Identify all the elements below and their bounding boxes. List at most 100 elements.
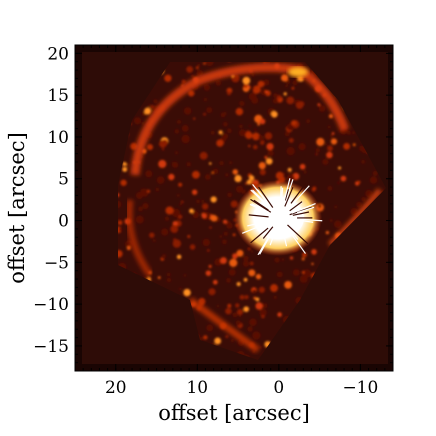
emission-speckle bbox=[252, 289, 257, 294]
emission-speckle bbox=[243, 277, 248, 282]
emission-speckle bbox=[234, 174, 242, 183]
emission-speckle bbox=[210, 130, 215, 135]
emission-speckle bbox=[251, 73, 255, 77]
emission-speckle bbox=[232, 253, 238, 259]
emission-speckle bbox=[252, 85, 261, 94]
emission-speckle bbox=[161, 139, 168, 146]
core-streak bbox=[290, 182, 307, 204]
emission-speckle bbox=[357, 180, 361, 184]
emission-speckle bbox=[254, 128, 257, 131]
emission-speckle bbox=[161, 228, 169, 236]
emission-speckle bbox=[289, 256, 294, 260]
emission-speckle bbox=[227, 192, 232, 198]
core-streak bbox=[247, 220, 270, 227]
core-streak bbox=[284, 179, 294, 204]
emission-speckle bbox=[227, 91, 231, 96]
emission-speckle bbox=[216, 139, 224, 147]
emission-speckle bbox=[205, 270, 212, 276]
emission-speckle bbox=[206, 324, 214, 332]
emission-speckle bbox=[183, 288, 191, 297]
emission-speckle bbox=[118, 226, 122, 234]
emission-speckle bbox=[225, 173, 229, 177]
emission-speckle bbox=[227, 303, 232, 308]
emission-speckle bbox=[338, 166, 342, 170]
core-streak bbox=[250, 189, 267, 206]
emission-speckle bbox=[352, 143, 356, 147]
emission-speckle bbox=[205, 62, 214, 67]
emission-speckle bbox=[295, 101, 304, 110]
emission-speckle bbox=[301, 252, 307, 258]
emission-speckle bbox=[347, 131, 351, 135]
axis-ticks: 20 10 0 −10 20 15 10 5 0 −5 −10 −15 bbox=[33, 44, 393, 398]
emission-speckle bbox=[227, 221, 231, 225]
y-tick-label: −15 bbox=[33, 337, 69, 357]
emission-speckle bbox=[248, 124, 251, 128]
emission-speckle bbox=[235, 320, 241, 326]
emission-speckle bbox=[259, 308, 267, 317]
emission-speckle bbox=[206, 107, 213, 114]
emission-speckle bbox=[311, 249, 317, 255]
emission-speckle bbox=[197, 63, 201, 67]
emission-speckle bbox=[220, 257, 227, 264]
emission-speckle bbox=[327, 145, 333, 152]
emission-speckle bbox=[263, 79, 270, 86]
core-streak bbox=[285, 226, 306, 254]
emission-speckle bbox=[365, 189, 373, 198]
emission-speckle bbox=[189, 208, 194, 214]
emission-speckle bbox=[356, 201, 363, 208]
emission-speckle bbox=[361, 159, 365, 164]
emission-speckle bbox=[328, 114, 334, 119]
emission-speckle bbox=[285, 84, 288, 88]
emission-speckle bbox=[262, 303, 268, 309]
emission-speckle bbox=[322, 158, 329, 165]
emission-speckle bbox=[232, 233, 236, 237]
core-streak bbox=[248, 214, 269, 218]
emission-speckle bbox=[271, 111, 278, 118]
emission-speckle bbox=[258, 135, 264, 141]
emission-speckle bbox=[135, 215, 144, 224]
emission-speckle bbox=[216, 305, 220, 308]
emission-speckle bbox=[176, 254, 182, 260]
emission-speckle bbox=[236, 308, 244, 316]
emission-speckle bbox=[229, 161, 233, 165]
core-streak bbox=[280, 187, 284, 208]
emission-speckle bbox=[177, 194, 180, 197]
emission-speckle bbox=[291, 120, 297, 126]
emission-speckle bbox=[265, 157, 273, 165]
bright-core bbox=[234, 178, 323, 256]
x-axis-label: offset [arcsec] bbox=[158, 401, 310, 425]
emission-speckle bbox=[247, 326, 253, 332]
emission-speckle bbox=[236, 281, 241, 287]
emission-speckle bbox=[157, 276, 161, 280]
emission-speckle bbox=[264, 132, 273, 140]
emission-speckle bbox=[253, 144, 258, 150]
core-streak bbox=[282, 229, 288, 247]
emission-speckle bbox=[230, 338, 234, 342]
core-streak bbox=[269, 230, 277, 246]
core-streak bbox=[290, 218, 314, 223]
core-streak bbox=[257, 227, 275, 256]
emission-speckle bbox=[140, 188, 146, 195]
emission-speckle bbox=[156, 176, 165, 184]
emission-speckle bbox=[246, 179, 252, 185]
core-streak bbox=[291, 218, 323, 222]
emission-speckle bbox=[306, 119, 310, 123]
emission-speckle bbox=[238, 129, 246, 137]
emission-speckle bbox=[118, 220, 123, 226]
emission-speckle bbox=[178, 214, 183, 219]
emission-speckle bbox=[302, 269, 312, 278]
emission-speckle bbox=[255, 297, 260, 302]
emission-speckle bbox=[286, 123, 294, 131]
emission-speckle bbox=[239, 100, 245, 107]
emission-speckle bbox=[175, 151, 178, 155]
emission-speckle bbox=[223, 121, 228, 127]
x-tick-label: −10 bbox=[342, 378, 378, 398]
emission-speckle bbox=[260, 140, 265, 145]
emission-speckle bbox=[272, 98, 279, 104]
emission-speckle bbox=[243, 84, 248, 89]
emission-speckle bbox=[209, 226, 212, 229]
emission-speckle bbox=[243, 306, 250, 312]
emission-speckle bbox=[172, 161, 179, 168]
emission-speckle bbox=[170, 225, 179, 233]
emission-speckle bbox=[196, 199, 200, 204]
